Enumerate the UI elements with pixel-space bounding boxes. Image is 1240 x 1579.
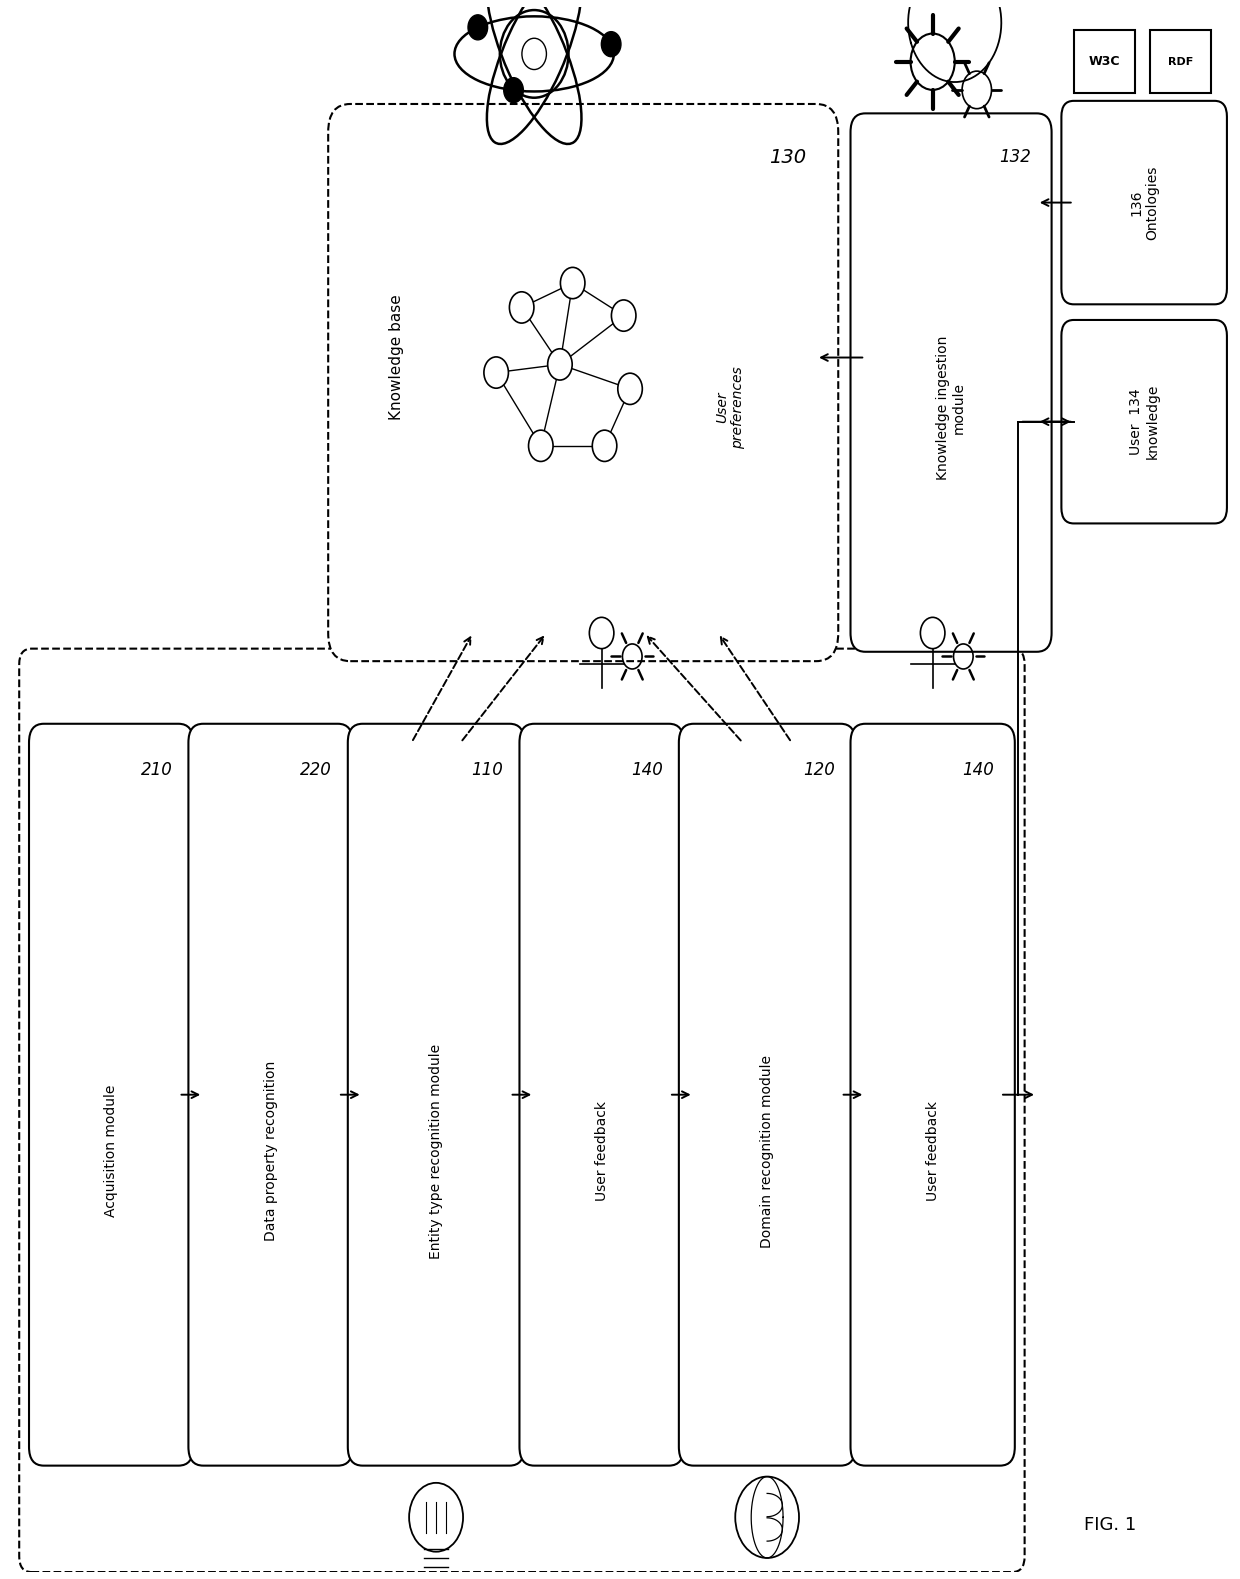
Circle shape — [611, 300, 636, 332]
Text: 140: 140 — [631, 761, 663, 780]
Circle shape — [548, 349, 572, 381]
Text: Knowledge ingestion
module: Knowledge ingestion module — [936, 335, 966, 480]
Text: Acquisition module: Acquisition module — [104, 1085, 118, 1217]
FancyBboxPatch shape — [851, 114, 1052, 652]
Circle shape — [593, 429, 616, 461]
FancyBboxPatch shape — [851, 723, 1014, 1465]
Text: User  134
knowledge: User 134 knowledge — [1130, 384, 1159, 459]
Text: Domain recognition module: Domain recognition module — [760, 1055, 774, 1247]
Text: Knowledge base: Knowledge base — [389, 295, 404, 420]
Text: Data property recognition: Data property recognition — [264, 1061, 278, 1241]
FancyBboxPatch shape — [347, 723, 525, 1465]
Text: 130: 130 — [769, 148, 806, 167]
Text: 110: 110 — [471, 761, 503, 780]
Text: RDF: RDF — [1168, 57, 1193, 66]
Text: 140: 140 — [962, 761, 994, 780]
Circle shape — [560, 267, 585, 298]
FancyBboxPatch shape — [329, 104, 838, 662]
Text: 120: 120 — [802, 761, 835, 780]
Text: 132: 132 — [999, 148, 1030, 166]
Text: User
preferences: User preferences — [715, 366, 745, 448]
Circle shape — [503, 77, 523, 103]
FancyBboxPatch shape — [520, 723, 683, 1465]
Bar — [1149, 30, 1211, 93]
Text: Entity type recognition module: Entity type recognition module — [429, 1044, 443, 1258]
Circle shape — [467, 14, 487, 39]
Circle shape — [528, 429, 553, 461]
Text: 220: 220 — [300, 761, 332, 780]
FancyBboxPatch shape — [188, 723, 352, 1465]
Text: User feedback: User feedback — [595, 1101, 609, 1202]
Circle shape — [618, 373, 642, 404]
Circle shape — [510, 292, 534, 324]
Circle shape — [601, 32, 621, 57]
Bar — [1074, 30, 1135, 93]
Text: W3C: W3C — [1089, 55, 1120, 68]
FancyBboxPatch shape — [678, 723, 856, 1465]
Text: User feedback: User feedback — [925, 1101, 940, 1202]
Text: 136
Ontologies: 136 Ontologies — [1130, 166, 1159, 240]
FancyBboxPatch shape — [29, 723, 193, 1465]
FancyBboxPatch shape — [1061, 321, 1226, 523]
Text: 210: 210 — [140, 761, 172, 780]
FancyBboxPatch shape — [1061, 101, 1226, 305]
Text: FIG. 1: FIG. 1 — [1084, 1516, 1137, 1535]
Circle shape — [484, 357, 508, 388]
